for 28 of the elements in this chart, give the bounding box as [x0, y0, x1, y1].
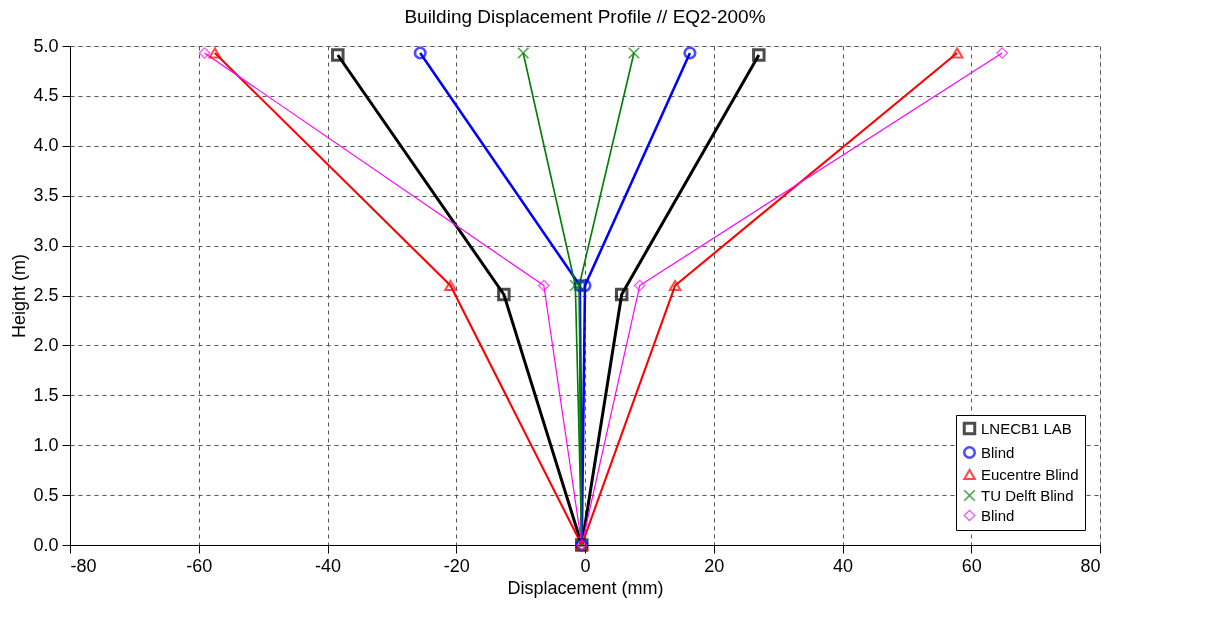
x-tick-label: -40 — [314, 555, 342, 576]
x-tick-label: -80 — [70, 555, 97, 576]
y-tick-label: 1.0 — [33, 434, 59, 455]
y-tick-label: 5.0 — [33, 35, 59, 56]
y-tick-label: 4.0 — [33, 135, 59, 156]
x-tick-label: 40 — [832, 555, 854, 576]
legend-label: TU Delft Blind — [981, 486, 1074, 504]
legend-label: Blind — [981, 506, 1015, 524]
chart-title: Building Displacement Profile // EQ2-200% — [404, 6, 766, 27]
y-tick-label: 2.5 — [33, 285, 59, 305]
y-tick-label: 0.0 — [33, 534, 59, 555]
x-tick-label: 60 — [961, 555, 982, 576]
x-tick-label: 0 — [580, 555, 591, 576]
x-tick-label: -20 — [443, 555, 470, 576]
y-tick-label: 3.0 — [33, 235, 59, 256]
x-tick-label: 80 — [1080, 555, 1101, 576]
x-tick-label: -60 — [186, 555, 213, 576]
legend-label: Eucentre Blind — [981, 465, 1079, 483]
y-tick-label: 4.5 — [33, 85, 59, 106]
y-tick-label: 3.5 — [33, 185, 59, 206]
y-tick-label: 0.5 — [33, 484, 59, 505]
y-tick-label: 1.5 — [33, 384, 59, 405]
legend-label: Blind — [981, 443, 1015, 461]
x-tick-label: 20 — [704, 555, 725, 576]
x-axis-title: Displacement (mm) — [507, 577, 664, 598]
y-tick-label: 2.0 — [33, 334, 59, 355]
y-axis-title: Height (m) — [9, 253, 30, 339]
legend-label: LNECB1 LAB — [981, 419, 1072, 437]
